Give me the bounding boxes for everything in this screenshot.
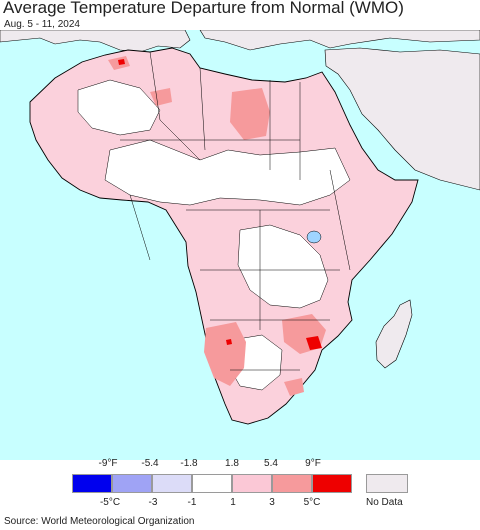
legend-swatch-5 [232, 474, 272, 493]
middle-east-landmass [324, 47, 480, 191]
morocco-hot-spot [118, 59, 125, 65]
legend-c-label-4: 1 [230, 497, 236, 508]
legend-swatch-6 [272, 474, 312, 493]
legend-swatch-4 [192, 474, 232, 493]
legend-c-label-2: -3 [148, 497, 158, 508]
legend-c-label-3: -1 [187, 497, 197, 508]
namibia-hot-spot [226, 339, 232, 345]
sahara-white-region [104, 139, 351, 206]
legend-c-label-6: 5°C [303, 497, 321, 508]
source-credit: Source: World Meteorological Organizatio… [4, 516, 195, 527]
legend-f-label-3: -1.8 [180, 458, 198, 469]
mozambique-hot-spot [306, 336, 322, 350]
legend-swatch-7 [312, 474, 352, 493]
legend-f-label-1: -9°F [98, 458, 118, 469]
legend-swatch-1 [72, 474, 112, 493]
legend-f-label-5: 5.4 [264, 458, 278, 469]
madagascar [375, 299, 413, 369]
map-panel [0, 30, 480, 460]
africa-map [0, 30, 480, 460]
legend-no-data-label: No Data [366, 497, 403, 508]
west-white-region [77, 79, 161, 136]
legend: -9°F -5.4 -1.8 1.8 5.4 9°F -5°C -3 -1 1 … [0, 458, 480, 514]
central-white-region [237, 224, 329, 309]
map-title: Average Temperature Departure from Norma… [3, 0, 404, 17]
date-range: Aug. 5 - 11, 2024 [4, 19, 80, 30]
lake-victoria [306, 230, 322, 244]
legend-f-label-6: 9°F [305, 458, 321, 469]
legend-swatch-3 [152, 474, 192, 493]
legend-swatch-2 [112, 474, 152, 493]
algeria-warm-spot [150, 88, 172, 106]
legend-c-label-1: -5°C [99, 497, 121, 508]
legend-f-label-4: 1.8 [225, 458, 239, 469]
country-borders [120, 51, 351, 371]
europe-landmass-east [199, 30, 480, 51]
legend-c-label-5: 3 [269, 497, 275, 508]
south-africa-warm-spot [284, 378, 304, 396]
libya-warm-region [230, 88, 270, 140]
legend-no-data-swatch [366, 474, 408, 493]
europe-landmass [0, 30, 191, 53]
legend-f-label-2: -5.4 [141, 458, 159, 469]
